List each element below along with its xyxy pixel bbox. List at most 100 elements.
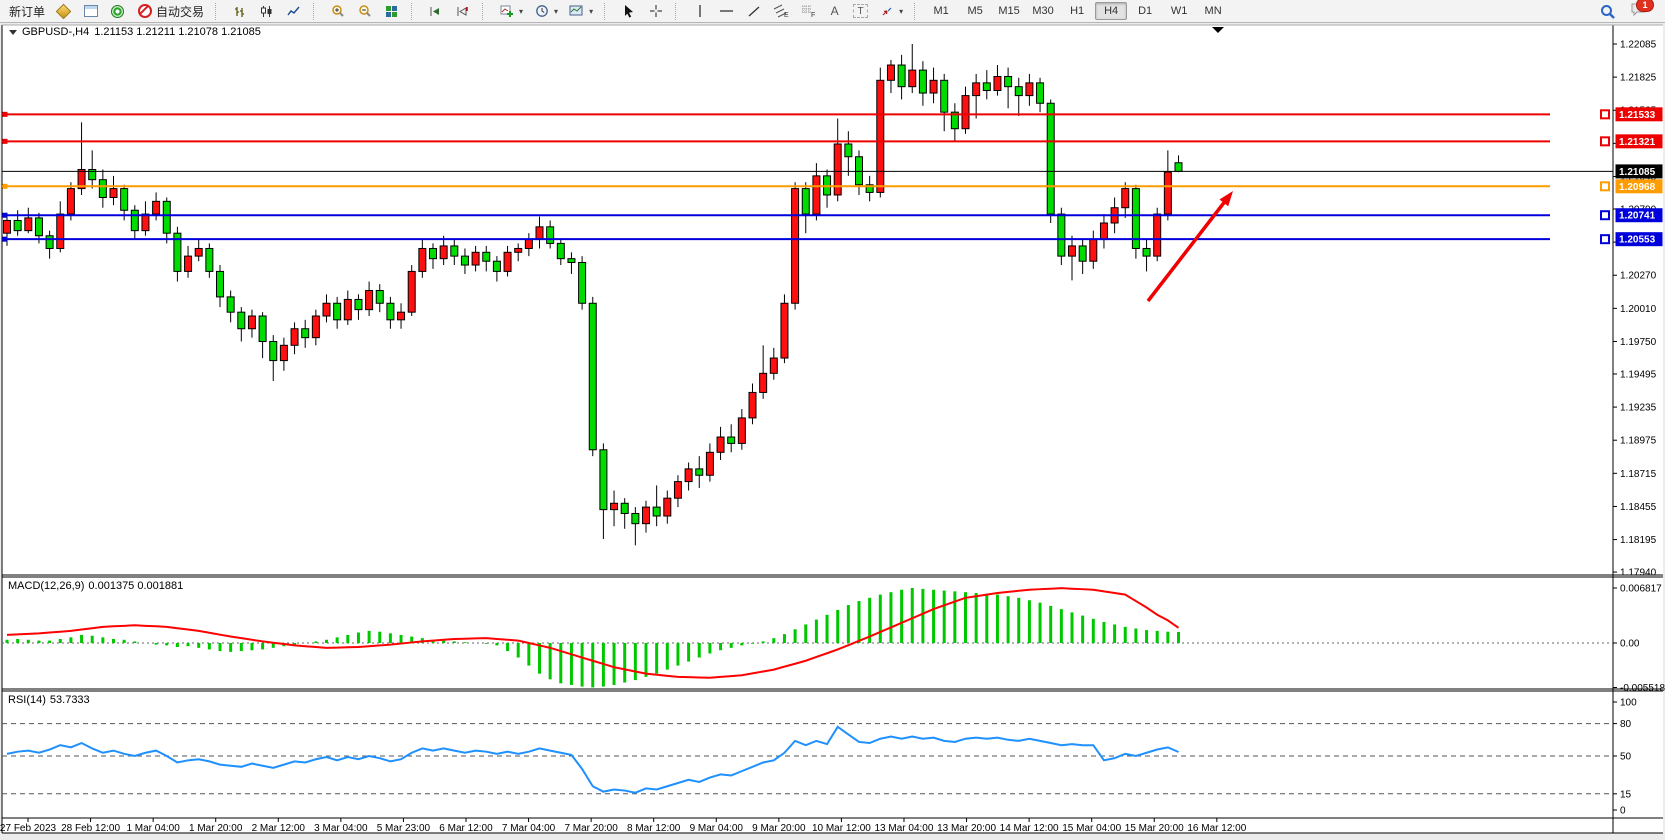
macd-pane <box>2 587 1613 688</box>
dropdown-caret-icon: ▾ <box>899 6 904 16</box>
chart-shift-marker[interactable] <box>1212 27 1224 33</box>
arrow-annotation[interactable] <box>1146 191 1233 303</box>
svg-text:1 Mar 20:00: 1 Mar 20:00 <box>189 823 243 834</box>
vertical-line-button[interactable] <box>686 1 713 22</box>
horizontal-line-objects <box>2 109 1613 245</box>
text-label-button[interactable]: T <box>848 1 873 22</box>
zoom-in-button[interactable] <box>324 1 351 22</box>
search-icon[interactable] <box>1599 4 1616 20</box>
main-toolbar: 新订单 自动交易 ▾ ▾ ▾ E F A T <box>0 0 1665 23</box>
horizontal-line-button[interactable] <box>713 1 740 22</box>
svg-text:28 Feb 12:00: 28 Feb 12:00 <box>61 823 120 834</box>
svg-text:14 Mar 12:00: 14 Mar 12:00 <box>1000 823 1059 834</box>
timeframe-h4[interactable]: H4 <box>1095 2 1128 20</box>
zoom-out-button[interactable] <box>351 1 378 22</box>
candlestick-chart-button[interactable] <box>253 1 280 22</box>
chart-menu-toggle-icon[interactable] <box>9 29 17 35</box>
toolbar-separator <box>215 2 222 20</box>
chart-ohlc-readout: 1.21153 1.21211 1.21078 1.21085 <box>94 26 261 38</box>
fibonacci-button[interactable]: E <box>767 1 794 22</box>
add-indicator-icon <box>498 3 515 19</box>
period-button[interactable]: ▾ <box>528 1 563 22</box>
svg-text:1.18975: 1.18975 <box>1620 436 1657 447</box>
svg-text:100: 100 <box>1620 698 1637 709</box>
signals-button[interactable] <box>104 1 131 22</box>
svg-text:0.00: 0.00 <box>1620 639 1640 650</box>
new-order-button[interactable]: 新订单 <box>9 4 46 19</box>
svg-text:9 Mar 04:00: 9 Mar 04:00 <box>690 823 744 834</box>
svg-text:5 Mar 23:00: 5 Mar 23:00 <box>377 823 431 834</box>
timeframe-h1[interactable]: H1 <box>1070 5 1085 17</box>
svg-text:1.18715: 1.18715 <box>1620 469 1657 480</box>
candles <box>3 44 1183 546</box>
svg-text:1.22085: 1.22085 <box>1620 40 1657 51</box>
svg-text:80: 80 <box>1620 719 1632 730</box>
svg-text:1.19495: 1.19495 <box>1620 369 1657 380</box>
svg-text:13 Mar 04:00: 13 Mar 04:00 <box>875 823 934 834</box>
toolbar-separator <box>482 2 489 20</box>
rsi-label: RSI(14) 53.7333 <box>8 694 90 706</box>
toolbar-separator <box>914 2 921 20</box>
svg-text:1 Mar 04:00: 1 Mar 04:00 <box>126 823 180 834</box>
timeframe-m1[interactable]: M1 <box>933 5 949 17</box>
timeframe-d1[interactable]: D1 <box>1138 5 1153 17</box>
timeframe-w1[interactable]: W1 <box>1170 5 1188 17</box>
timeframe-m15[interactable]: M15 <box>998 5 1020 17</box>
profile-window-icon <box>82 3 99 19</box>
auto-scroll-button[interactable] <box>422 1 449 22</box>
svg-text:0: 0 <box>1620 806 1626 817</box>
text-icon: A <box>830 4 839 18</box>
svg-text:27 Feb 2023: 27 Feb 2023 <box>0 823 57 834</box>
svg-text:15: 15 <box>1620 789 1632 800</box>
svg-text:1.20968: 1.20968 <box>1619 182 1656 193</box>
cursor-button[interactable] <box>615 1 642 22</box>
candlestick-icon <box>258 3 275 19</box>
svg-text:7 Mar 04:00: 7 Mar 04:00 <box>502 823 556 834</box>
svg-text:2 Mar 12:00: 2 Mar 12:00 <box>252 823 306 834</box>
gold-diamond-icon <box>55 3 72 19</box>
macd-label: MACD(12,26,9) 0.001375 0.001881 <box>8 580 184 592</box>
chart-profile-button[interactable] <box>77 1 104 22</box>
svg-text:50: 50 <box>1620 752 1632 763</box>
signal-icon <box>109 3 126 19</box>
svg-text:1.20010: 1.20010 <box>1620 304 1657 315</box>
template-button[interactable]: ▾ <box>563 1 598 22</box>
text-button[interactable]: A <box>821 1 848 22</box>
time-axis: 27 Feb 2023 28 Feb 12:00 1 Mar 04:00 1 Mar … <box>0 818 1247 834</box>
svg-text:10 Mar 12:00: 10 Mar 12:00 <box>812 823 871 834</box>
svg-text:1.19235: 1.19235 <box>1620 403 1657 414</box>
trendline-button[interactable] <box>740 1 767 22</box>
notifications-button[interactable]: 1 <box>1630 0 1654 22</box>
dropdown-caret-icon: ▾ <box>554 6 559 16</box>
line-chart-button[interactable] <box>280 1 307 22</box>
horizontal-line-icon <box>718 3 735 19</box>
svg-text:-0.005518: -0.005518 <box>1620 683 1665 694</box>
crosshair-button[interactable] <box>642 1 669 22</box>
timeframe-m5[interactable]: M5 <box>967 5 983 17</box>
svg-text:9 Mar 20:00: 9 Mar 20:00 <box>752 823 806 834</box>
grid-button[interactable]: F <box>794 1 821 22</box>
chart-shift-icon <box>454 3 471 19</box>
ohlc-bars-icon <box>231 3 248 19</box>
price-badges: 1.21533 1.21321 1.20968 1.20741 1.20553 1.210… <box>1615 107 1663 247</box>
svg-text:E: E <box>784 12 789 18</box>
bar-chart-button[interactable] <box>226 1 253 22</box>
add-indicator-button[interactable]: ▾ <box>493 1 528 22</box>
timeframe-m30[interactable]: M30 <box>1032 5 1054 17</box>
arrows-button[interactable]: ▾ <box>873 1 908 22</box>
toolbar-right-tools: 1 <box>1599 0 1654 22</box>
market-watch-button[interactable] <box>50 1 77 22</box>
svg-text:1.17940: 1.17940 <box>1620 568 1657 579</box>
svg-text:0.006817: 0.006817 <box>1620 584 1662 595</box>
vertical-line-icon <box>691 3 708 19</box>
svg-text:1.20553: 1.20553 <box>1619 235 1656 246</box>
clock-icon <box>533 3 550 19</box>
svg-text:1.18195: 1.18195 <box>1620 535 1657 546</box>
auto-trading-button[interactable]: 自动交易 <box>131 1 209 22</box>
chart-shift-button[interactable] <box>449 1 476 22</box>
timeframe-mn[interactable]: MN <box>1204 5 1222 17</box>
tile-windows-button[interactable] <box>378 1 405 22</box>
tile-windows-icon <box>383 3 400 19</box>
